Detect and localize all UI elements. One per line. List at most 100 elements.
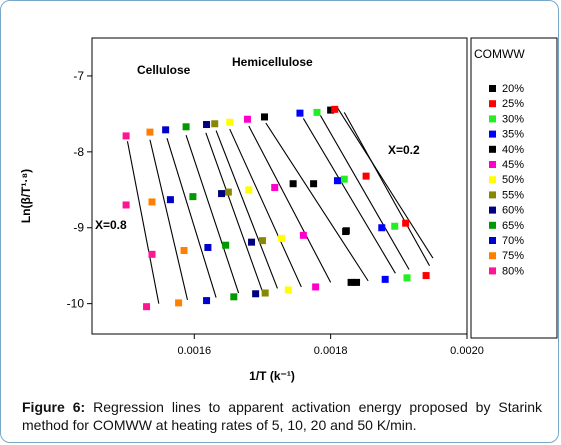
y-tick-label: -8 — [73, 145, 84, 159]
regression-line — [248, 125, 332, 283]
data-point — [271, 184, 279, 192]
legend-marker — [489, 206, 496, 214]
annotation-x-0-8: X=0.8 — [95, 218, 127, 232]
data-point — [203, 297, 211, 305]
legend-marker — [489, 191, 496, 199]
caption-label: Figure 6: — [22, 399, 86, 415]
data-point — [166, 196, 174, 204]
data-point — [146, 128, 154, 136]
legend-marker — [489, 221, 496, 229]
data-point — [261, 113, 268, 121]
legend-label: 55% — [502, 189, 524, 201]
data-point — [222, 241, 230, 249]
regression-line — [166, 138, 217, 298]
regression-line — [319, 115, 410, 270]
data-point — [289, 180, 297, 188]
data-point — [226, 118, 234, 126]
y-tick-label: -10 — [67, 297, 85, 311]
data-point — [313, 108, 321, 116]
data-point — [331, 105, 339, 113]
legend-marker — [489, 161, 496, 168]
legend-marker — [489, 237, 496, 244]
legend-marker — [489, 252, 496, 260]
legend-marker — [489, 100, 496, 108]
regression-line — [229, 128, 302, 288]
data-point — [180, 247, 188, 255]
data-point — [333, 177, 341, 185]
regression-line — [343, 112, 430, 266]
data-point — [258, 237, 266, 245]
legend-label: 65% — [502, 220, 524, 232]
regression-line — [205, 132, 263, 292]
legend-marker — [489, 85, 496, 92]
legend-marker — [489, 130, 496, 138]
legend-label: 30% — [502, 113, 524, 125]
data-point — [340, 175, 348, 183]
legend-label: 60% — [502, 205, 524, 217]
annotation-hemicellulose: Hemicellulose — [232, 55, 313, 69]
data-points — [122, 105, 430, 311]
data-point — [252, 290, 260, 298]
data-point — [211, 120, 219, 128]
legend-marker — [489, 115, 496, 123]
tick-labels: -7 -8 -9 -10 0.0016 0.0018 0.0020 — [67, 69, 484, 357]
legend-marker — [489, 145, 496, 153]
legend-label: 25% — [502, 98, 524, 110]
x-axis-label: 1/T (k⁻¹) — [249, 369, 295, 383]
axis-ticks — [87, 75, 468, 339]
annotation-cellulose: Cellulose — [137, 63, 191, 77]
data-point — [245, 186, 253, 194]
caption-text: Regression lines to apparent activation … — [22, 399, 542, 433]
data-point — [148, 250, 156, 258]
data-point — [378, 224, 386, 232]
data-point — [342, 228, 350, 236]
data-point — [230, 293, 238, 301]
regression-line — [215, 130, 278, 289]
data-point — [347, 278, 355, 286]
legend-marker — [489, 176, 496, 184]
legend-title: COMWW — [474, 47, 525, 61]
data-point — [182, 123, 190, 131]
legend-label: 35% — [502, 129, 524, 141]
data-point — [122, 132, 130, 140]
data-point — [327, 106, 335, 114]
regression-line — [336, 107, 434, 259]
legend-label: 80% — [502, 265, 524, 277]
regression-line — [185, 134, 240, 294]
data-point — [296, 109, 304, 117]
data-point — [248, 238, 256, 246]
data-point — [284, 286, 292, 294]
data-point — [402, 219, 410, 227]
x-tick-label: 0.0016 — [177, 345, 211, 357]
data-point — [261, 289, 269, 297]
data-point — [299, 231, 307, 239]
data-point — [310, 180, 318, 188]
x-tick-label: 0.0020 — [450, 345, 484, 357]
y-axis-label: Ln(β/T¹·⁸) — [19, 169, 33, 223]
data-point — [218, 190, 226, 198]
data-point — [143, 303, 151, 311]
legend-items: 20% 25% 30% 35% 40% 45% 50% 55% 60% 65% 70% 75% 80% — [489, 83, 524, 277]
y-tick-label: -7 — [73, 69, 84, 83]
figure-caption: Figure 6: Regression lines to apparent a… — [22, 398, 542, 434]
legend-label: 20% — [502, 83, 524, 95]
regression-lines — [126, 107, 434, 304]
data-point — [243, 115, 251, 123]
legend-box — [470, 37, 558, 339]
regression-line — [149, 139, 188, 300]
data-point — [403, 274, 411, 282]
data-point — [204, 243, 212, 251]
plot-area — [91, 37, 468, 335]
regression-line — [265, 122, 369, 282]
data-point — [162, 126, 170, 134]
legend-label: 75% — [502, 250, 524, 262]
data-point — [381, 275, 389, 283]
data-point — [203, 121, 211, 129]
legend-marker — [489, 267, 496, 275]
data-point — [391, 222, 399, 230]
data-point — [189, 193, 197, 201]
data-point — [422, 272, 430, 280]
data-point — [362, 172, 370, 180]
data-point — [278, 234, 286, 242]
